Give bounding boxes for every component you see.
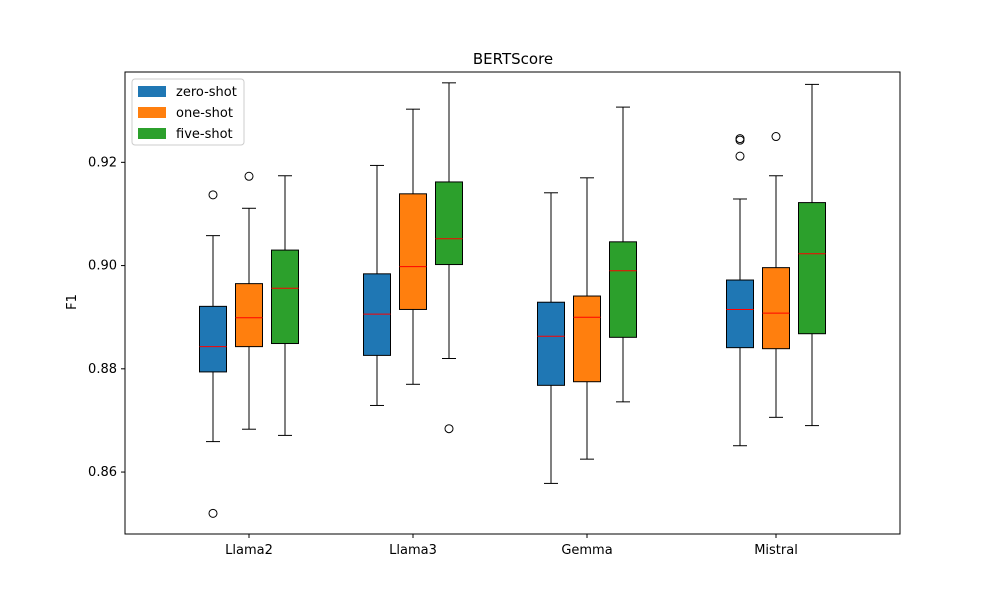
box-zero-shot-mistral xyxy=(726,134,754,447)
plot-frame xyxy=(124,71,901,535)
outlier-point xyxy=(771,132,781,142)
chart-title: BERTScore xyxy=(473,50,553,68)
box-iqr xyxy=(573,295,601,383)
outlier-point xyxy=(444,424,454,434)
box-one-shot-mistral xyxy=(762,132,790,418)
box-zero-shot-llama3 xyxy=(363,164,391,406)
box-iqr xyxy=(762,267,790,350)
legend-swatch-five-shot xyxy=(138,128,166,139)
box-one-shot-llama2 xyxy=(235,171,263,430)
box-iqr xyxy=(537,301,565,386)
x-tick-label: Mistral xyxy=(754,543,798,558)
x-tick-label: Llama3 xyxy=(389,543,437,558)
box-iqr xyxy=(363,273,391,356)
legend-label: one-shot xyxy=(176,106,233,121)
box-one-shot-gemma xyxy=(573,177,601,460)
box-iqr xyxy=(235,283,263,348)
box-zero-shot-llama2 xyxy=(199,190,227,518)
box-one-shot-llama3 xyxy=(399,108,427,385)
y-tick-label: 0.86 xyxy=(88,465,117,480)
box-iqr xyxy=(609,241,637,338)
legend-label: zero-shot xyxy=(176,85,237,100)
box-iqr xyxy=(798,202,826,335)
outlier-point xyxy=(735,135,745,145)
plot-area: 0.86 0.88 0.90 0.92 Llama2 Llama3 Gemma Mistral xyxy=(88,82,826,558)
box-five-shot-llama3 xyxy=(435,82,463,434)
box-iqr xyxy=(271,249,299,345)
x-tick-label: Gemma xyxy=(561,543,612,558)
box-five-shot-gemma xyxy=(609,106,637,403)
box-iqr xyxy=(199,305,227,373)
box-five-shot-mistral xyxy=(798,83,826,427)
box-iqr xyxy=(435,181,463,266)
x-tick-label: Llama2 xyxy=(225,543,273,558)
box-zero-shot-gemma xyxy=(537,192,565,484)
outlier-point xyxy=(244,171,254,181)
box-iqr xyxy=(399,193,427,310)
outlier-point xyxy=(208,190,218,200)
legend-label: five-shot xyxy=(176,127,233,142)
outlier-point xyxy=(208,508,218,518)
y-tick-label: 0.92 xyxy=(88,155,117,170)
outlier-point xyxy=(735,151,745,161)
y-tick-label: 0.88 xyxy=(88,362,117,377)
legend-swatch-one-shot xyxy=(138,107,166,118)
legend-swatch-zero-shot xyxy=(138,86,166,97)
legend: zero-shot one-shot five-shot xyxy=(131,78,245,146)
y-axis-label: F1 xyxy=(65,294,80,310)
box-iqr xyxy=(726,279,754,349)
box-five-shot-llama2 xyxy=(271,175,299,436)
y-tick-label: 0.90 xyxy=(88,259,117,274)
